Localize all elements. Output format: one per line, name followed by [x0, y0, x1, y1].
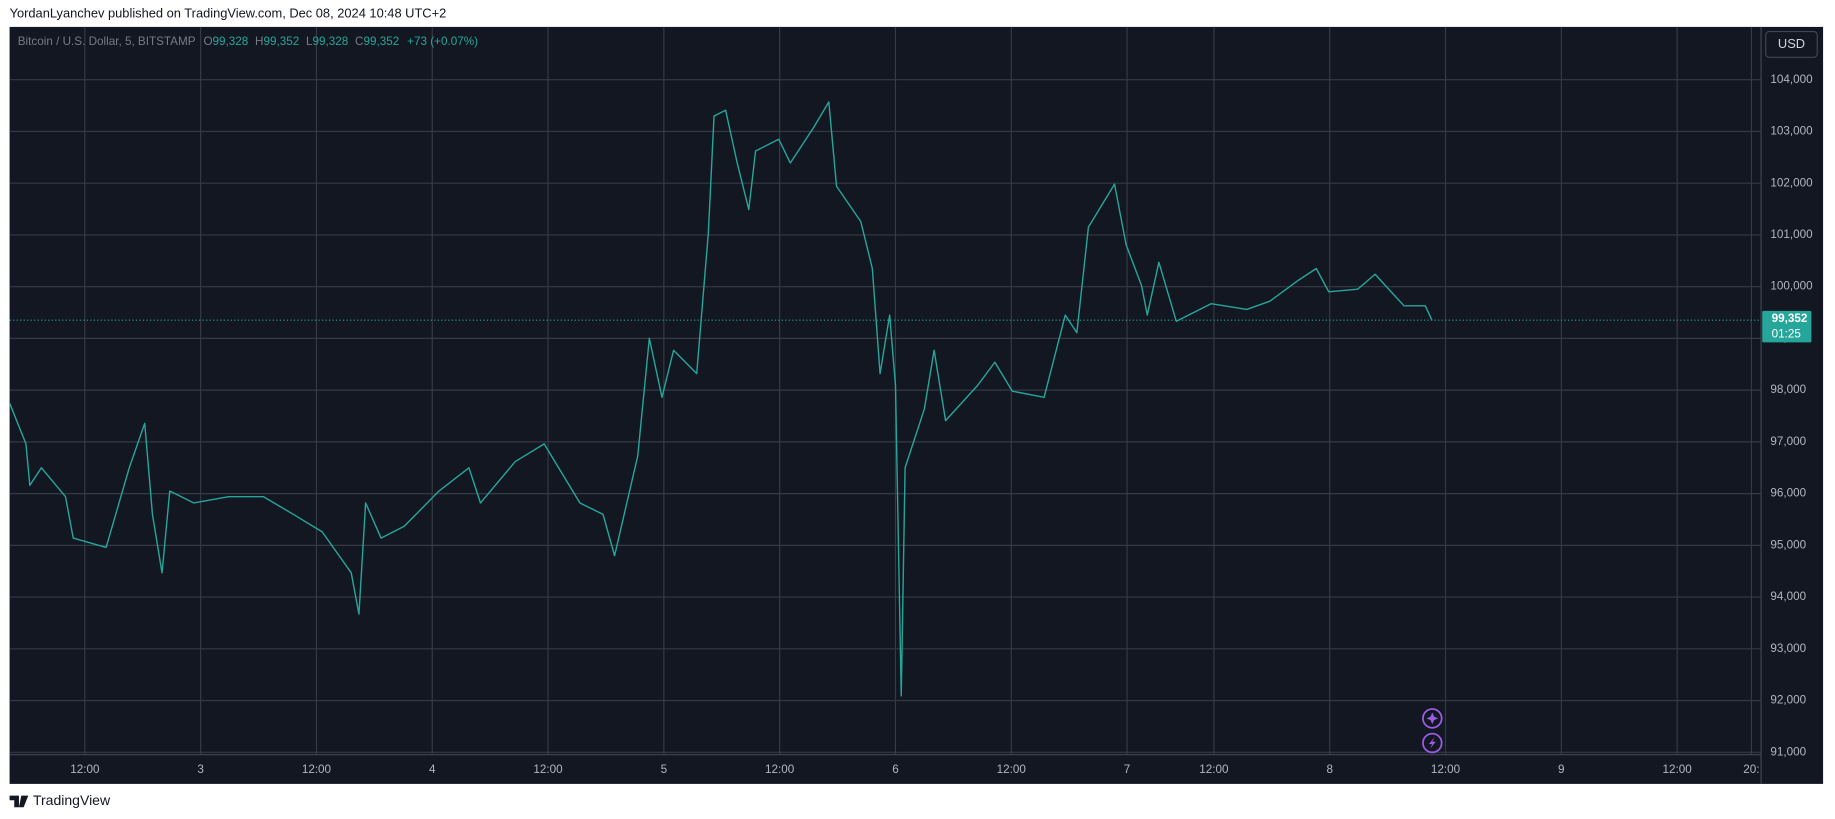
- ohlc-value: 99,352: [264, 35, 300, 48]
- ohlc-value: 99,328: [313, 35, 349, 48]
- event-glyph: [1426, 712, 1439, 725]
- ohlc-key: H: [255, 35, 263, 48]
- x-tick-label: 12:00: [1431, 763, 1461, 776]
- event-glyph: [1428, 737, 1436, 749]
- countdown-label: 01:25: [1772, 327, 1802, 340]
- y-tick-label: 92,000: [1770, 694, 1806, 707]
- ohlc-key: C: [355, 35, 363, 48]
- event-icon[interactable]: [1422, 708, 1443, 729]
- x-tick-label: 12:00: [1199, 763, 1229, 776]
- y-tick-label: 101,000: [1770, 228, 1813, 241]
- ohlc-value: 99,328: [213, 35, 249, 48]
- y-tick-label: 96,000: [1770, 487, 1806, 500]
- ohlc-key: O: [203, 35, 212, 48]
- legend: Bitcoin / U.S. Dollar, 5, BITSTAMP O99,3…: [18, 35, 478, 48]
- y-tick-label: 98,000: [1770, 383, 1806, 396]
- publish-header: YordanLyanchev published on TradingView.…: [10, 5, 447, 20]
- chart-background: [9, 26, 1824, 784]
- x-tick-label: 12:00: [302, 763, 332, 776]
- x-tick-label: 12:00: [533, 763, 563, 776]
- ohlc-value: 99,352: [363, 35, 399, 48]
- x-tick-label: 8: [1326, 763, 1333, 776]
- x-tick-label: 20:: [1743, 763, 1759, 776]
- x-tick-label: 6: [892, 763, 899, 776]
- change: +73 (+0.07%): [407, 35, 478, 48]
- y-tick-label: 91,000: [1770, 745, 1806, 758]
- logo-mark: [9, 795, 29, 808]
- symbol: Bitcoin / U.S. Dollar, 5, BITSTAMP: [18, 35, 196, 48]
- y-tick-label: 95,000: [1770, 538, 1806, 551]
- x-tick-label: 4: [429, 763, 436, 776]
- x-tick-label: 12:00: [1662, 763, 1692, 776]
- y-tick-label: 100,000: [1770, 280, 1813, 293]
- y-tick-label: 104,000: [1770, 73, 1813, 86]
- axes: 91,000 92,000 93,000 94,000 95,000 96,000 97,0…: [70, 73, 1813, 776]
- last-price-label: 99,352: [1772, 312, 1808, 325]
- y-tick-label: 97,000: [1770, 435, 1806, 448]
- currency-button[interactable]: [1765, 31, 1818, 58]
- x-tick-label: 7: [1124, 763, 1131, 776]
- footer-brand: TradingView: [33, 792, 111, 808]
- x-tick-label: 9: [1558, 763, 1565, 776]
- price-line: [8, 101, 1433, 697]
- event-icon[interactable]: [1422, 732, 1443, 754]
- x-tick-label: 12:00: [997, 763, 1027, 776]
- x-tick-label: 12:00: [70, 763, 100, 776]
- x-tick-label: 12:00: [765, 763, 795, 776]
- y-tick-label: 93,000: [1770, 642, 1806, 655]
- x-tick-label: 5: [661, 763, 668, 776]
- currency-label[interactable]: USD: [1778, 36, 1805, 51]
- ohlc-key: L: [306, 35, 313, 48]
- x-tick-label: 3: [197, 763, 204, 776]
- plot: [8, 101, 1762, 697]
- y-tick-label: 103,000: [1770, 125, 1813, 138]
- y-tick-label: 102,000: [1770, 176, 1813, 189]
- last-price-tag: [1762, 310, 1812, 343]
- event-icons: [1422, 708, 1443, 754]
- y-tick-label: 94,000: [1770, 590, 1806, 603]
- footer-logo: [9, 795, 29, 808]
